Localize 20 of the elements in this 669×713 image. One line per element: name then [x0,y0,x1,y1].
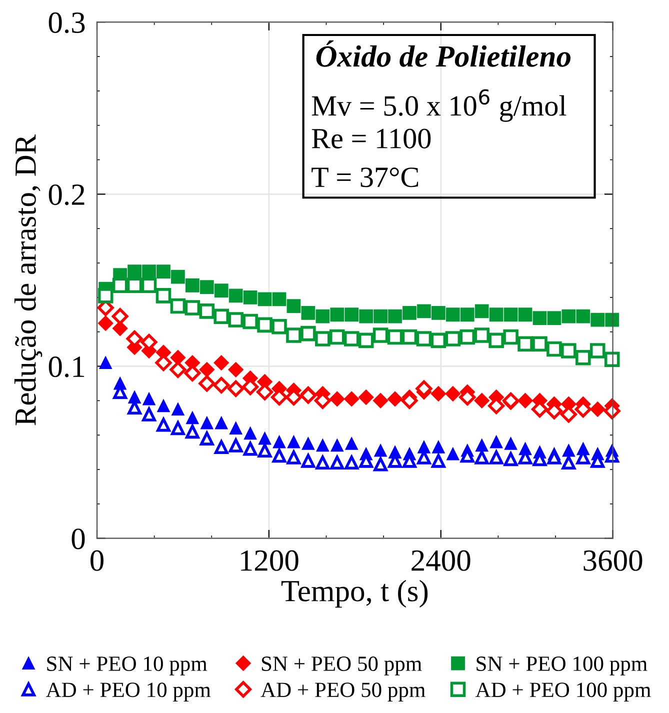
annotation: T = 37°C [312,167,418,188]
legend-label: SN + PEO 10 ppm [47,656,208,676]
x-tick-label: 2400 [412,550,470,571]
legend-label: AD + PEO 10 ppm [46,682,211,702]
x-axis-title: Tempo, t (s) [281,580,428,608]
x-tick-label: 0 [90,550,104,571]
y-axis-title: Redução de arrasto, DR [14,134,42,426]
y-tick-label: 0.3 [48,12,85,34]
y-tick-label: 0 [72,528,85,550]
legend-label: AD + PEO 100 ppm [475,682,651,702]
annotation: Re = 1100 [312,128,431,148]
legend-label: SN + PEO 100 ppm [476,656,648,676]
x-tick-label: 3600 [584,550,642,571]
y-tick-label: 0.2 [48,184,84,206]
legend-label: SN + PEO 50 ppm [262,656,422,676]
y-tick-label: 0.1 [48,356,84,378]
annotation: Mv = 5.0 x 10$^{6}$ g/mol [312,89,566,122]
legend-label: AD + PEO 50 ppm [260,682,426,702]
x-tick-label: 1200 [241,550,298,571]
annotation: Óxido de Polietileno [316,40,570,67]
